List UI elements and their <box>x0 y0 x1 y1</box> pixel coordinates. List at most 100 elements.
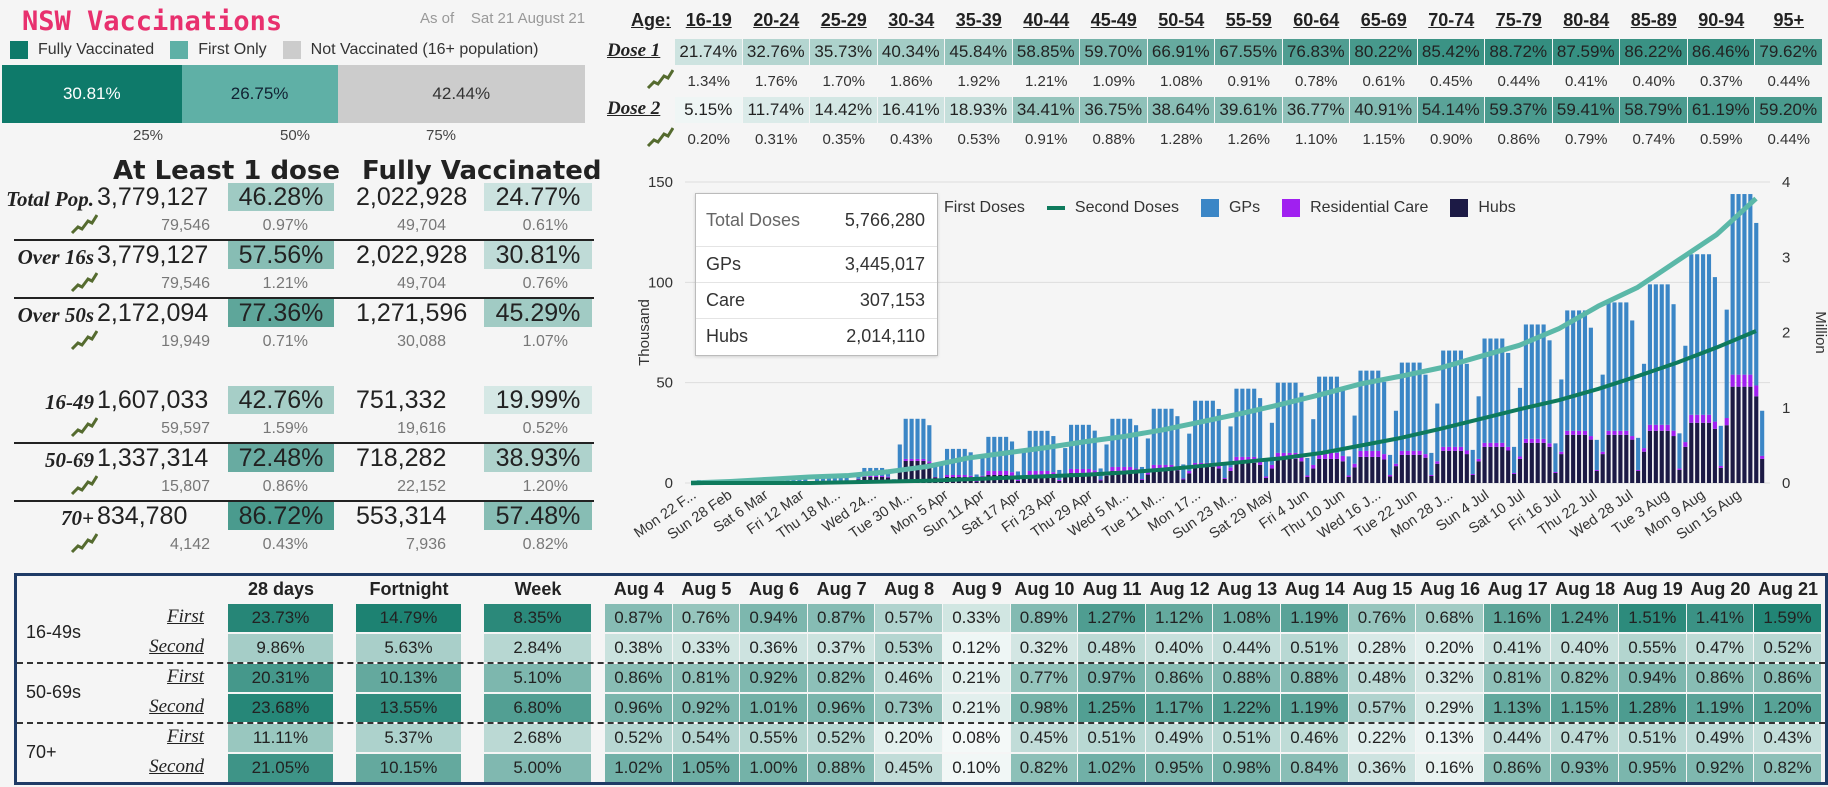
group-divider <box>17 722 1825 724</box>
bar-gps <box>1653 284 1658 425</box>
table-cell: 0.20% <box>1416 634 1483 662</box>
table-cell: 10.13% <box>356 664 461 692</box>
bar-hubs <box>1411 454 1416 483</box>
bar-gps <box>1582 310 1588 431</box>
bar-care <box>880 475 885 477</box>
bar-hubs <box>1594 470 1599 483</box>
dose2-age-percent: 59.41% <box>1552 97 1619 123</box>
bar-hubs <box>1435 463 1440 483</box>
bar-gps <box>897 444 902 469</box>
age-header-label: Age: <box>631 10 671 30</box>
table-cell: 0.36% <box>1348 754 1416 782</box>
full-percent: 45.29% <box>484 299 592 327</box>
bar-care <box>1015 479 1020 481</box>
bar-care <box>1222 477 1227 479</box>
table-cell: 0.89% <box>1010 604 1078 632</box>
bar-gps <box>1074 424 1080 469</box>
bar-gps <box>1370 370 1375 451</box>
bar-gps <box>1287 382 1292 453</box>
bar-gps <box>1435 403 1440 462</box>
bar-hubs <box>1500 446 1505 483</box>
bar-hubs <box>1523 442 1528 483</box>
summary-row-label: Over 16s <box>17 245 94 269</box>
full-percent: 24.77% <box>484 183 592 211</box>
table-cell: 1.00% <box>740 754 807 782</box>
bar-gps <box>1494 338 1499 443</box>
bar-gps <box>1376 370 1381 451</box>
bar-gps <box>980 455 985 476</box>
full-change-count: 7,936 <box>405 536 446 553</box>
bar-hubs <box>1352 467 1357 483</box>
table-cell: 1.15% <box>1551 694 1618 722</box>
legend-swatch-fully <box>10 41 28 59</box>
chart-legend-label: GPs <box>1228 199 1261 216</box>
bar-gps <box>1523 324 1528 439</box>
bar-care <box>1689 414 1694 423</box>
table-column-header: 28 days <box>247 579 315 599</box>
trend-icon <box>646 68 675 90</box>
bar-gps <box>1086 424 1091 469</box>
age-column-header: 20-24 <box>753 10 800 30</box>
dose1-count: 1,337,314 <box>97 444 209 472</box>
table-cell: 0.49% <box>1145 724 1213 752</box>
bar-gps <box>1571 310 1576 431</box>
bar-gps <box>838 475 843 482</box>
bar-gps <box>815 478 820 483</box>
bar-care <box>1092 470 1097 474</box>
bar-gps <box>1193 400 1198 463</box>
bar-hubs <box>1293 458 1298 483</box>
bar-hubs <box>1258 464 1263 483</box>
table-cell: 1.13% <box>1483 694 1551 722</box>
bar-gps <box>1240 388 1245 457</box>
summary-row-divider <box>14 500 594 502</box>
bar-hubs <box>1671 436 1676 483</box>
bar-hubs <box>1210 466 1215 483</box>
bar-hubs <box>1334 458 1339 483</box>
chart-legend-second-doses: Second Doses <box>1046 199 1179 217</box>
bar-gps <box>1547 340 1552 444</box>
full-change-percent: 1.07% <box>522 333 568 350</box>
dose2-age-change: 0.43% <box>889 131 933 148</box>
dose2-age-percent: 5.15% <box>675 97 742 123</box>
bar-gps <box>1051 436 1056 473</box>
bar-hubs <box>1712 428 1717 483</box>
dose1-age-change: 0.91% <box>1227 73 1271 90</box>
group-divider <box>17 662 1825 664</box>
bar-care <box>1328 452 1334 459</box>
age-column-header: 95+ <box>1773 10 1805 30</box>
trend-icon <box>646 126 675 148</box>
chart-legend-label: Hubs <box>1478 199 1516 216</box>
bar-hubs <box>1074 472 1080 483</box>
stack-segment-none: 42.44% <box>337 65 585 123</box>
bar-hubs <box>1175 470 1180 483</box>
bar-gps <box>1464 363 1469 451</box>
table-cell: 0.94% <box>740 604 807 632</box>
summary-row-label: Over 50s <box>17 303 94 327</box>
bar-gps <box>1216 408 1221 465</box>
full-change-percent: 0.52% <box>522 420 568 437</box>
bar-care <box>885 476 891 478</box>
bar-gps <box>1305 457 1310 476</box>
bar-hubs <box>1299 461 1304 483</box>
bar-hubs <box>1636 470 1641 483</box>
table-cell: 0.38% <box>605 634 672 662</box>
bar-care <box>1665 424 1670 431</box>
dose1-age-percent: 67.55% <box>1215 39 1282 65</box>
tooltip-value: 3,445,017 <box>844 254 925 274</box>
bar-hubs <box>1122 470 1127 483</box>
bar-care <box>1145 472 1150 475</box>
table-cell: 5.10% <box>484 664 591 692</box>
bar-gps <box>1576 310 1582 431</box>
bar-care <box>1387 474 1393 477</box>
bar-hubs <box>1553 472 1558 483</box>
bar-hubs <box>1647 430 1653 483</box>
table-cell: 0.40% <box>1551 634 1618 662</box>
bar-gps <box>1488 338 1493 443</box>
table-cell: 0.44% <box>1483 724 1551 752</box>
bar-hubs <box>1718 467 1723 483</box>
dose1-age-change: 0.41% <box>1564 73 1608 90</box>
bar-care <box>1429 474 1434 476</box>
vaccination-stack-bar: 30.81% 26.75% 42.44% <box>2 65 585 123</box>
bar-hubs <box>1641 451 1647 483</box>
dose1-age-percent: 80.22% <box>1350 39 1417 65</box>
